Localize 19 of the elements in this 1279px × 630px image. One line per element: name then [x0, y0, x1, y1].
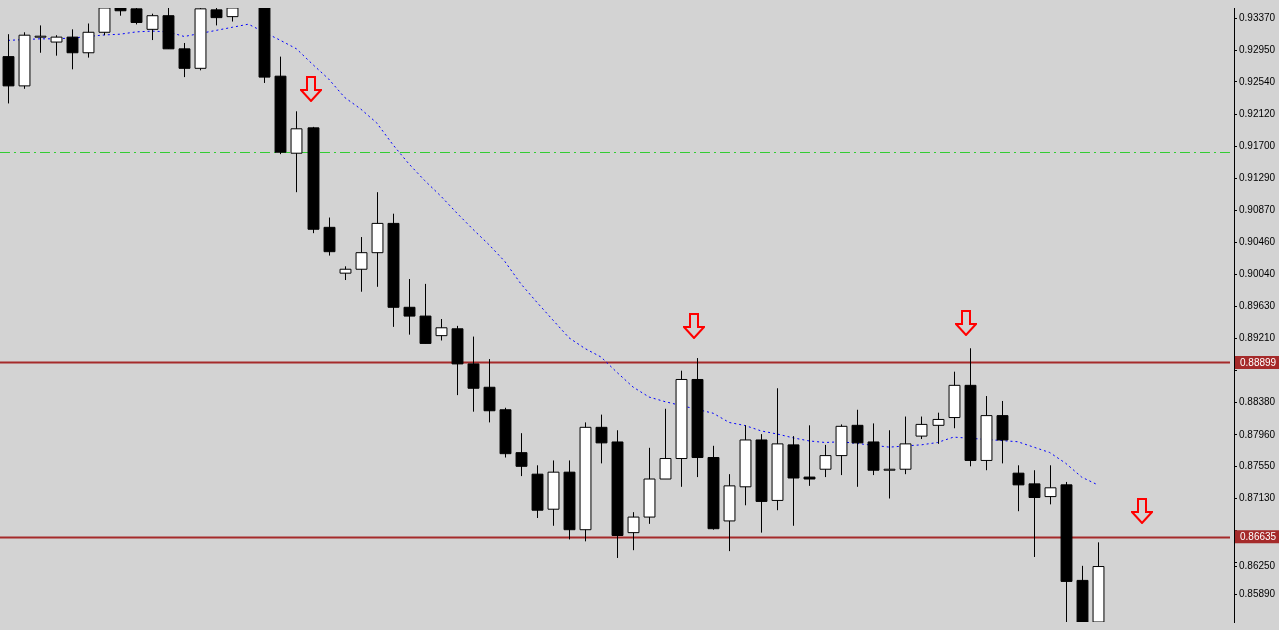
y-tick-label: 0.90870	[1239, 204, 1276, 216]
y-tick-label: 0.86250	[1239, 560, 1276, 572]
y-tick-label: 0.91700	[1239, 140, 1276, 152]
y-tick-label: 0.93370	[1239, 11, 1276, 23]
y-tick-label: 0.92120	[1239, 108, 1276, 120]
y-tick-label: 0.87550	[1239, 460, 1276, 472]
y-tick-label: 0.88380	[1239, 396, 1276, 408]
y-tick-label: 0.92950	[1239, 44, 1276, 56]
y-tick-label: 0.90460	[1239, 235, 1276, 247]
ref-line-label: 0.86635	[1240, 531, 1277, 543]
y-tick-label: 0.90040	[1239, 268, 1276, 280]
y-tick-label: 0.89630	[1239, 299, 1276, 311]
y-tick-label: 0.89210	[1239, 332, 1276, 344]
y-tick-label: 0.85890	[1239, 588, 1276, 600]
y-tick-label: 0.91290	[1239, 172, 1276, 184]
y-tick-label: 0.87130	[1239, 492, 1276, 504]
y-tick-label: 0.87960	[1239, 428, 1276, 440]
ref-line-label: 0.88899	[1240, 356, 1277, 368]
y-tick-label: 0.92540	[1239, 75, 1276, 87]
